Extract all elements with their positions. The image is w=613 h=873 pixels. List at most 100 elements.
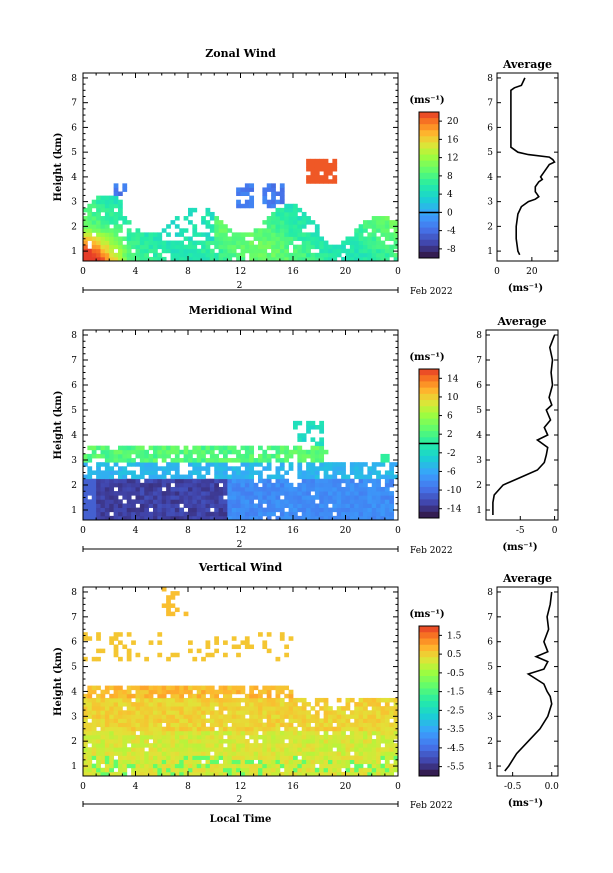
heatmap-cell <box>223 248 228 254</box>
heatmap-cell <box>293 449 298 455</box>
heatmap-cell <box>279 220 285 225</box>
heatmap-cell <box>122 256 128 262</box>
heatmap-cell <box>275 211 281 217</box>
heatmap-cell <box>323 482 329 488</box>
heatmap-cell <box>83 216 88 221</box>
heatmap-cell <box>113 495 119 500</box>
heatmap-cell <box>310 449 316 455</box>
heatmap-cell <box>236 491 241 496</box>
heatmap-cell <box>358 252 364 258</box>
heatmap-cell <box>288 706 294 711</box>
heatmap-cell <box>157 511 163 517</box>
heatmap-cell <box>328 474 333 480</box>
colorbar-tick-label: -4.5 <box>447 744 465 754</box>
heatmap-cell <box>284 491 290 496</box>
heatmap-cell <box>306 503 311 509</box>
heatmap-cell <box>314 491 320 496</box>
heatmap-cell <box>310 511 316 517</box>
heatmap-cell <box>148 771 154 777</box>
heatmap-cell <box>279 228 285 233</box>
heatmap-cell <box>306 175 311 180</box>
heatmap-cell <box>319 739 325 744</box>
heatmap-cell <box>341 771 346 777</box>
heatmap-cell <box>188 747 193 752</box>
heatmap-cell <box>131 706 136 711</box>
heatmap-cell <box>297 710 303 715</box>
heatmap-cell <box>380 734 386 740</box>
heatmap-cell <box>122 644 128 650</box>
heatmap-cell <box>236 697 241 703</box>
heatmap-cell <box>223 739 228 744</box>
heatmap-cell <box>209 462 215 467</box>
heatmap-cell <box>218 702 224 707</box>
heatmap-cell <box>384 482 390 488</box>
heatmap-cell <box>196 232 202 237</box>
colorbar-tick-label: 1.5 <box>447 631 462 641</box>
heatmap-cell <box>293 232 298 237</box>
heatmap-cell <box>174 453 180 459</box>
heatmap-cell <box>310 425 316 430</box>
colorbar-segment <box>419 215 439 222</box>
heatmap-cell <box>363 491 368 496</box>
heatmap-cell <box>240 503 246 509</box>
heatmap-cell <box>384 453 390 459</box>
heatmap-cell <box>135 702 141 707</box>
heatmap-cell <box>166 462 171 467</box>
heatmap-cell <box>380 228 386 233</box>
heatmap-cell <box>218 478 224 484</box>
y-tick-label: 7 <box>71 613 77 623</box>
heatmap-cell <box>345 726 351 732</box>
heatmap-cell <box>170 611 176 617</box>
heatmap-cell <box>192 763 198 769</box>
heatmap-cell <box>148 689 154 695</box>
heatmap-cell <box>380 458 386 463</box>
heatmap-cell <box>126 710 132 715</box>
heatmap-cell <box>301 491 307 496</box>
heatmap-cell <box>87 220 93 225</box>
heatmap-cell <box>139 511 145 517</box>
colorbar-segment <box>419 744 439 752</box>
heatmap-cell <box>279 183 285 188</box>
heatmap-cell <box>275 199 281 205</box>
heatmap-cell <box>205 478 211 484</box>
heatmap-cell <box>275 734 281 740</box>
heatmap-cell <box>301 458 307 463</box>
heatmap-cell <box>389 739 395 744</box>
heatmap-cell <box>209 256 215 262</box>
heatmap-cell <box>170 755 176 760</box>
heatmap-cell <box>319 499 325 504</box>
profile-line <box>510 77 556 256</box>
heatmap-cell <box>91 706 97 711</box>
heatmap-cell <box>144 515 150 521</box>
heatmap-cell <box>91 743 97 748</box>
heatmap-cell <box>319 429 325 434</box>
heatmap-cell <box>244 491 250 496</box>
heatmap-cell <box>371 702 377 707</box>
heatmap-cell <box>310 718 316 723</box>
heatmap-cell <box>205 747 211 752</box>
heatmap-cell <box>223 486 228 492</box>
heatmap-cell <box>166 248 171 254</box>
heatmap-cell <box>336 478 342 484</box>
y-tick-label: 4 <box>71 687 77 697</box>
heatmap-cell <box>118 248 123 254</box>
heatmap-cell <box>266 751 272 756</box>
heatmap-cell <box>166 453 171 459</box>
heatmap-cell <box>345 755 351 760</box>
heatmap-cell <box>113 511 119 517</box>
heatmap-cell <box>293 706 298 711</box>
heatmap-cell <box>91 482 97 488</box>
heatmap-cell <box>100 216 106 221</box>
heatmap-cell <box>231 636 237 641</box>
heatmap-cell <box>314 158 320 164</box>
heatmap-cell <box>118 697 123 703</box>
heatmap-cell <box>376 722 381 728</box>
colorbar-segment <box>419 160 439 168</box>
heatmap-cell <box>301 515 307 521</box>
heatmap-cell <box>240 697 246 703</box>
heatmap-cell <box>196 718 202 723</box>
heatmap-cell <box>96 466 101 471</box>
heatmap-cell <box>341 747 346 752</box>
heatmap-cell <box>236 449 241 455</box>
heatmap-cell <box>139 458 145 463</box>
